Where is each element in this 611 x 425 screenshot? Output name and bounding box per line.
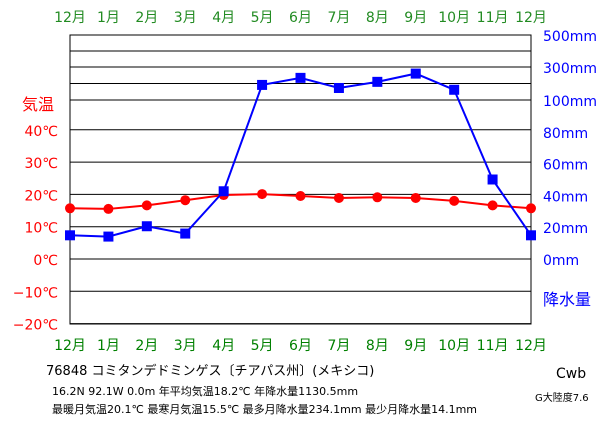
month-label-top: 8月 <box>366 10 389 26</box>
month-label-top: 6月 <box>289 10 312 26</box>
temperature-tick-label: 10℃ <box>24 221 58 237</box>
month-label-bottom: 2月 <box>135 338 158 354</box>
temperature-tick-label: 30℃ <box>24 156 58 172</box>
precipitation-point <box>141 221 152 232</box>
precipitation-tick-label: 40mm <box>543 189 588 205</box>
precipitation-tick-label: 20mm <box>543 221 588 237</box>
month-label-bottom: 6月 <box>289 338 312 354</box>
precipitation-tick-label: 80mm <box>543 126 588 142</box>
temperature-point <box>526 203 536 214</box>
month-label-top: 7月 <box>327 10 350 26</box>
precipitation-series <box>65 68 536 242</box>
temperature-tick-label: −10℃ <box>13 285 58 301</box>
precipitation-tick-label: 100mm <box>543 94 597 110</box>
temperature-tick-label: −20℃ <box>13 318 58 334</box>
precipitation-point <box>65 230 75 241</box>
temperature-point <box>295 191 306 202</box>
month-label-bottom: 9月 <box>404 338 427 354</box>
month-label-bottom: 10月 <box>438 338 470 354</box>
temperature-series <box>65 189 536 214</box>
temperature-axis: 気温 40℃ 30℃ 20℃ 10℃ 0℃ −10℃ −20℃ <box>13 95 58 334</box>
month-label-bottom: 8月 <box>366 338 389 354</box>
precipitation-line <box>69 72 532 238</box>
month-label-top: 2月 <box>135 10 158 26</box>
precipitation-tick-label: 500mm <box>543 29 597 45</box>
month-label-top: 5月 <box>251 10 274 26</box>
precipitation-point <box>180 228 191 239</box>
month-label-top: 1月 <box>97 10 120 26</box>
month-label-bottom: 11月 <box>477 338 509 354</box>
precipitation-axis: 500mm 300mm 100mm 80mm 60mm 40mm 20mm 0mm 降水量 <box>543 29 597 309</box>
temperature-tick-label: 40℃ <box>24 124 58 140</box>
temperature-point <box>372 192 383 203</box>
month-label-top: 3月 <box>174 10 197 26</box>
precipitation-point <box>487 174 498 185</box>
precipitation-tick-label: 300mm <box>543 61 597 77</box>
month-label-top: 12月 <box>54 10 86 26</box>
temperature-axis-title: 気温 <box>22 95 54 114</box>
month-label-top: 9月 <box>404 10 427 26</box>
precipitation-axis-title: 降水量 <box>543 290 591 309</box>
month-label-bottom: 3月 <box>174 338 197 354</box>
month-label-top: 11月 <box>477 10 509 26</box>
temperature-point <box>333 192 344 203</box>
precipitation-point <box>372 76 383 87</box>
bottom-month-axis: 12月 1月 2月 3月 4月 5月 6月 7月 8月 9月 10月 11月 12月 <box>54 338 547 354</box>
month-label-bottom: 12月 <box>515 338 547 354</box>
month-label-bottom: 4月 <box>212 338 235 354</box>
precipitation-point <box>103 231 114 242</box>
temperature-point <box>487 200 498 211</box>
top-month-axis: 12月 1月 2月 3月 4月 5月 6月 7月 8月 9月 10月 11月 12月 <box>54 10 547 26</box>
month-label-bottom: 12月 <box>54 338 86 354</box>
precipitation-point <box>410 68 421 79</box>
month-label-top: 4月 <box>212 10 235 26</box>
precipitation-point <box>257 79 268 90</box>
temperature-point <box>65 203 75 214</box>
temperature-point <box>180 195 191 206</box>
month-label-top: 10月 <box>438 10 470 26</box>
month-label-top: 12月 <box>515 10 547 26</box>
precipitation-point <box>333 82 344 93</box>
month-label-bottom: 7月 <box>327 338 350 354</box>
precipitation-tick-label: 0mm <box>543 253 579 269</box>
temperature-tick-label: 0℃ <box>33 253 58 269</box>
precipitation-tick-label: 60mm <box>543 158 588 174</box>
month-label-bottom: 5月 <box>251 338 274 354</box>
temperature-point <box>410 192 421 203</box>
precipitation-point <box>526 230 536 241</box>
temperature-tick-label: 20℃ <box>24 188 58 204</box>
temperature-point <box>103 203 114 214</box>
precipitation-point <box>295 72 306 83</box>
temperature-point <box>257 189 268 200</box>
temperature-point <box>141 200 152 211</box>
precipitation-point <box>218 186 229 197</box>
temperature-point <box>449 195 460 206</box>
precipitation-point <box>449 84 460 95</box>
month-label-bottom: 1月 <box>97 338 120 354</box>
